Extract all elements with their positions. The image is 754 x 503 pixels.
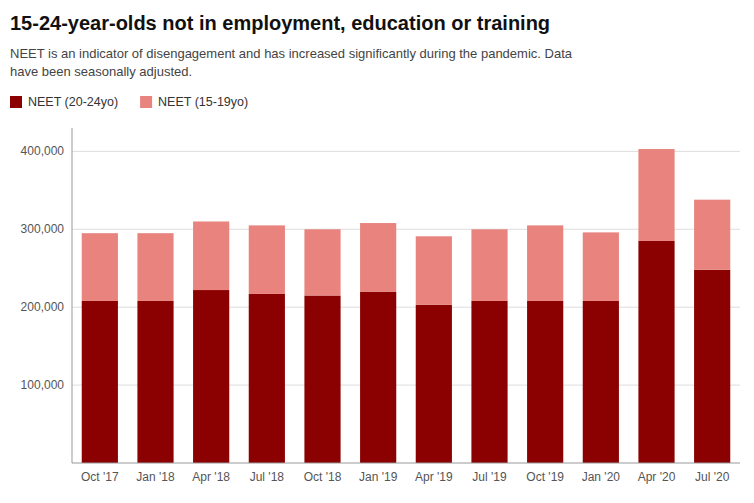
bar [360, 223, 396, 292]
x-tick-label: Jan '19 [359, 470, 398, 484]
bar [471, 301, 507, 463]
x-tick-label: Jul '20 [695, 470, 730, 484]
subtitle-line: NEET is an indicator of disengagement an… [10, 46, 573, 61]
bars [82, 149, 731, 463]
y-tick-label: 100,000 [21, 378, 65, 392]
bar [694, 200, 730, 270]
title: 15-24-year-olds not in employment, educa… [10, 12, 550, 34]
bar [416, 305, 452, 463]
legend-label: NEET (20-24yo) [28, 95, 118, 109]
bar [527, 301, 563, 463]
y-tick-label: 200,000 [21, 300, 65, 314]
x-tick-label: Apr '19 [415, 470, 453, 484]
legend: NEET (20-24yo) NEET (15-19yo) [10, 95, 248, 109]
bar [416, 236, 452, 305]
bar [82, 233, 118, 301]
x-axis: Oct '17 Jan '18 Apr '18 Jul '18 Oct '18 Jan '… [81, 470, 730, 484]
subtitle: NEET is an indicator of disengagement an… [10, 46, 573, 79]
x-tick-label: Jan '18 [136, 470, 175, 484]
bar [694, 270, 730, 463]
bar [527, 225, 563, 301]
legend-label: NEET (15-19yo) [158, 95, 248, 109]
y-axis-line [72, 128, 73, 463]
bar [137, 301, 173, 463]
bar [249, 225, 285, 294]
chart: 15-24-year-olds not in employment, educa… [0, 0, 754, 503]
bar [193, 290, 229, 463]
bar [638, 241, 674, 463]
legend-swatch [10, 96, 22, 108]
x-tick-label: Apr '20 [638, 470, 676, 484]
bar [583, 301, 619, 463]
x-tick-label: Oct '17 [81, 470, 119, 484]
x-axis-line [72, 463, 740, 464]
bar [249, 294, 285, 463]
y-tick-label: 300,000 [21, 222, 65, 236]
x-tick-label: Jul '18 [250, 470, 285, 484]
bar [82, 301, 118, 463]
bar [193, 221, 229, 290]
x-tick-label: Oct '18 [304, 470, 342, 484]
x-tick-label: Apr '18 [192, 470, 230, 484]
x-tick-label: Jan '20 [582, 470, 621, 484]
legend-swatch [140, 96, 152, 108]
subtitle-line: have been seasonally adjusted. [10, 64, 192, 79]
bar [583, 232, 619, 301]
bar [471, 229, 507, 301]
bar [638, 149, 674, 241]
bar [137, 233, 173, 301]
bar [360, 292, 396, 463]
bar [304, 296, 340, 464]
x-tick-label: Oct '19 [526, 470, 564, 484]
bar [304, 229, 340, 295]
y-tick-label: 400,000 [21, 144, 65, 158]
x-tick-label: Jul '19 [472, 470, 507, 484]
